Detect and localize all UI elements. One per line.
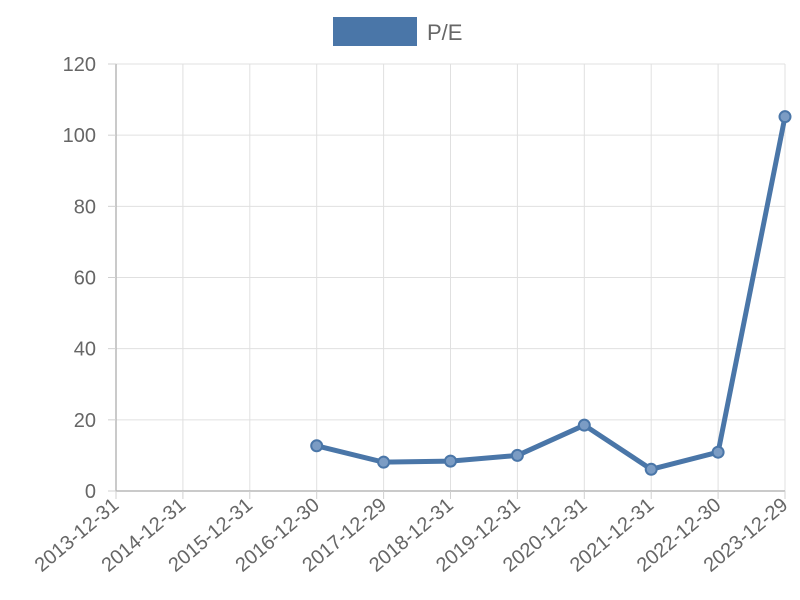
series-layer	[310, 110, 792, 476]
grid	[116, 63, 786, 491]
data-point[interactable]	[510, 448, 524, 462]
y-tick-label: 100	[63, 125, 96, 147]
y-tick-label: 20	[74, 410, 96, 432]
y-tick-label: 0	[85, 481, 96, 503]
data-point[interactable]	[444, 454, 457, 468]
data-point[interactable]	[711, 445, 725, 459]
x-axis-ticks: 2013-12-312014-12-312015-12-312016-12-30…	[31, 491, 792, 577]
data-point[interactable]	[644, 462, 658, 476]
y-tick-label: 80	[74, 196, 96, 218]
data-point[interactable]	[778, 110, 792, 124]
y-tick-label: 40	[74, 339, 96, 361]
legend[interactable]: P/E	[333, 17, 462, 46]
data-point[interactable]	[377, 455, 391, 469]
legend-swatch	[333, 17, 417, 46]
y-tick-label: 120	[63, 54, 96, 76]
series-line	[314, 114, 788, 472]
y-tick-label: 60	[74, 268, 96, 290]
y-axis-ticks: 0 20 40 60 80 100 120	[63, 54, 116, 503]
legend-label: P/E	[427, 20, 462, 45]
data-point[interactable]	[310, 439, 324, 453]
data-point[interactable]	[577, 418, 591, 432]
